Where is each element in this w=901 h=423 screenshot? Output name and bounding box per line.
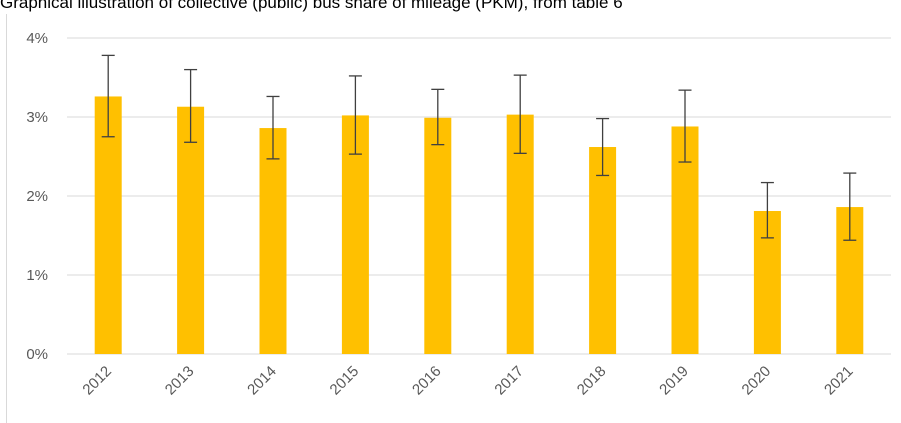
error-bar-2012 bbox=[101, 54, 115, 138]
bar-2016 bbox=[424, 117, 452, 354]
bar-2015 bbox=[341, 115, 369, 354]
x-tick-label: 2012 bbox=[79, 363, 115, 399]
bar-2013 bbox=[177, 106, 205, 354]
y-tick-label: 2% bbox=[26, 188, 48, 205]
x-axis-ticks: 2012 2013 2014 2015 2016 2017 2018 2019 2020 2021 bbox=[79, 363, 856, 399]
x-tick-label: 2019 bbox=[656, 363, 692, 399]
y-tick-label: 3% bbox=[26, 109, 48, 126]
bar-2018 bbox=[589, 147, 617, 354]
error-bar-2021 bbox=[843, 172, 857, 241]
chart-title: Graphical illustration of collective (pu… bbox=[0, 0, 623, 12]
y-tick-label: 1% bbox=[26, 267, 48, 284]
gridlines bbox=[67, 37, 891, 355]
error-bars bbox=[101, 54, 857, 241]
x-tick-label: 2013 bbox=[162, 363, 198, 399]
x-tick-label: 2020 bbox=[739, 363, 775, 399]
bar-2017 bbox=[506, 114, 534, 354]
x-tick-label: 2016 bbox=[409, 363, 445, 399]
error-bar-2014 bbox=[266, 95, 280, 160]
y-tick-label: 0% bbox=[26, 346, 48, 363]
error-bar-2015 bbox=[348, 75, 362, 155]
x-tick-label: 2017 bbox=[491, 363, 527, 399]
chart-frame-edge bbox=[6, 14, 7, 423]
x-tick-label: 2014 bbox=[244, 363, 280, 399]
error-bar-2019 bbox=[678, 89, 692, 163]
error-bar-2016 bbox=[431, 88, 445, 146]
x-tick-label: 2018 bbox=[574, 363, 610, 399]
x-tick-label: 2015 bbox=[327, 363, 363, 399]
y-tick-label: 4% bbox=[26, 30, 48, 47]
x-tick-label: 2021 bbox=[821, 363, 857, 399]
error-bar-2013 bbox=[184, 68, 198, 143]
error-bar-2018 bbox=[596, 117, 610, 177]
bar-2012 bbox=[94, 96, 122, 355]
bar-2019 bbox=[671, 126, 699, 354]
bar-2014 bbox=[259, 128, 287, 354]
error-bar-2017 bbox=[513, 74, 527, 154]
error-bar-2020 bbox=[760, 181, 774, 239]
y-axis-ticks: 0% 1% 2% 3% 4% bbox=[26, 30, 48, 363]
bars bbox=[94, 96, 864, 355]
